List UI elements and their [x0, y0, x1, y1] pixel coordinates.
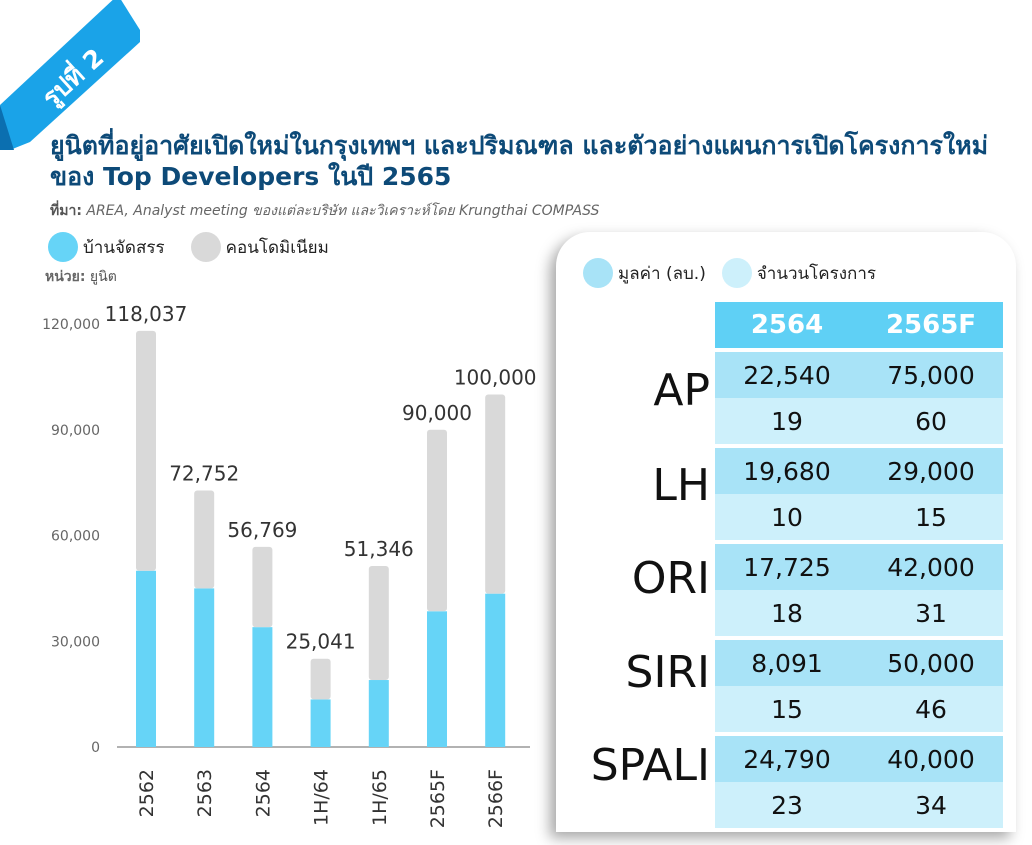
header-2565f: 2565F: [885, 310, 977, 340]
bar-total-label: 72,752: [169, 462, 239, 486]
source-note: ที่มา: AREA, Analyst meeting ของแต่ละบริ…: [50, 200, 599, 222]
x-tick-label: 2563: [194, 769, 216, 817]
bar-condo: [136, 330, 156, 571]
cell: 8,091: [751, 648, 823, 678]
legend-item-projects: จำนวนโครงการ: [721, 258, 877, 288]
house-swatch: [48, 232, 78, 262]
figure-ribbon: รูปที่ 2: [0, 0, 140, 150]
bar-total-label: 51,346: [344, 537, 414, 561]
cell: 75,000: [887, 360, 975, 390]
spali-value-row: 24,790 40,000: [715, 736, 1003, 782]
value-swatch: [583, 258, 613, 288]
bar-total-label: 56,769: [227, 518, 297, 542]
legend-label-house: บ้านจัดสรร: [83, 237, 165, 258]
chart-legend: บ้านจัดสรร คอนโดมิเนียม: [48, 232, 329, 262]
bar-condo: [194, 490, 215, 589]
cell: 46: [915, 694, 947, 724]
stacked-bar-chart: 0 30,000 60,000 90,000 120,000 118,037 2562 72,…: [42, 302, 537, 828]
bar-condo: [310, 658, 331, 700]
cell: 15: [915, 502, 947, 532]
cell: 19,680: [743, 456, 831, 486]
bar-total-label: 100,000: [454, 366, 537, 390]
table-header: 2564 2565F: [715, 302, 1003, 348]
y-tick-label: 30,000: [51, 634, 100, 650]
bar-house: [194, 588, 215, 747]
bar-house: [368, 680, 389, 747]
ori-value-row: 17,725 42,000: [715, 544, 1003, 590]
cell: 15: [771, 694, 803, 724]
unit-prefix: หน่วย:: [45, 269, 86, 285]
y-tick-label: 90,000: [51, 423, 100, 439]
ori-projects-row: 18 31: [715, 590, 1003, 636]
cell: 29,000: [887, 456, 975, 486]
spali-projects-row: 23 34: [715, 782, 1003, 828]
developer-ap: AP: [653, 365, 710, 416]
x-tick-label: 1H/64: [311, 769, 333, 826]
cell: 10: [771, 502, 803, 532]
cell: 24,790: [743, 744, 831, 774]
condo-swatch: [190, 232, 221, 262]
legend-item-value: มูลค่า (ลบ.): [583, 258, 706, 288]
cell: 42,000: [887, 552, 975, 582]
cell: 17,725: [743, 552, 831, 582]
source-prefix: ที่มา:: [50, 203, 82, 219]
developer-siri: SIRI: [625, 647, 710, 698]
table-legend: มูลค่า (ลบ.) จำนวนโครงการ: [583, 258, 876, 288]
bar-condo: [485, 394, 506, 594]
x-tick-label: 1H/65: [369, 769, 391, 826]
bar-total-label: 25,041: [286, 630, 356, 654]
bar-house: [310, 699, 331, 747]
cell: 50,000: [887, 648, 975, 678]
legend-label-projects: จำนวนโครงการ: [756, 263, 877, 284]
x-tick-label: 2564: [252, 769, 274, 817]
bar-condo: [368, 566, 389, 681]
header-2564: 2564: [750, 310, 824, 340]
lh-projects-row: 10 15: [715, 494, 1003, 540]
bar-total-label: 90,000: [402, 401, 472, 425]
y-tick-label: 60,000: [51, 529, 100, 545]
cell: 18: [771, 598, 803, 628]
cell: 34: [915, 790, 947, 820]
x-tick-label: 2565F: [427, 769, 449, 828]
unit-note: หน่วย: ยูนิต: [45, 266, 117, 288]
developer-ori: ORI: [631, 553, 710, 604]
ap-projects-row: 19 60: [715, 398, 1003, 444]
legend-item-condo: คอนโดมิเนียม: [190, 232, 329, 262]
projects-swatch: [721, 258, 752, 288]
cell: 31: [915, 598, 947, 628]
cell: 22,540: [743, 360, 831, 390]
bar-house: [485, 593, 506, 747]
y-tick-label: 0: [91, 740, 100, 756]
bar-condo: [252, 546, 273, 628]
cell: 40,000: [887, 744, 975, 774]
ap-value-row: 22,540 75,000: [715, 352, 1003, 398]
legend-label-value: มูลค่า (ลบ.): [618, 263, 706, 284]
siri-projects-row: 15 46: [715, 686, 1003, 732]
legend-item-house: บ้านจัดสรร: [48, 232, 165, 262]
bar-total-label: 118,037: [105, 302, 188, 326]
developer-table: 2564 2565F 22,540 75,000 19 60 19,680 29,00…: [715, 302, 1003, 832]
cell: 60: [915, 406, 947, 436]
siri-value-row: 8,091 50,000: [715, 640, 1003, 686]
developer-spali: SPALI: [590, 740, 710, 791]
bar-condo: [427, 429, 447, 612]
x-tick-label: 2562: [136, 769, 158, 817]
cell: 19: [771, 406, 803, 436]
bar-house: [252, 627, 273, 747]
source-text: AREA, Analyst meeting ของแต่ละบริษัท และ…: [81, 203, 600, 219]
bar-house: [427, 611, 447, 747]
developer-lh: LH: [652, 460, 710, 511]
unit-text: ยูนิต: [85, 269, 117, 285]
chart-title: ยูนิตที่อยู่อาศัยเปิดใหม่ในกรุงเทพฯ และป…: [50, 131, 989, 191]
lh-value-row: 19,680 29,000: [715, 448, 1003, 494]
legend-label-condo: คอนโดมิเนียม: [225, 237, 329, 258]
bar-house: [136, 570, 156, 747]
y-tick-label: 120,000: [42, 317, 100, 333]
cell: 23: [771, 790, 803, 820]
x-tick-label: 2566F: [485, 769, 507, 828]
